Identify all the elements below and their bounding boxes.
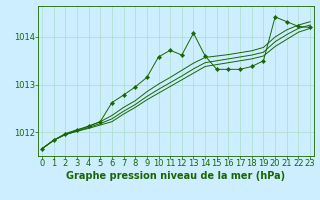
X-axis label: Graphe pression niveau de la mer (hPa): Graphe pression niveau de la mer (hPa) <box>67 171 285 181</box>
